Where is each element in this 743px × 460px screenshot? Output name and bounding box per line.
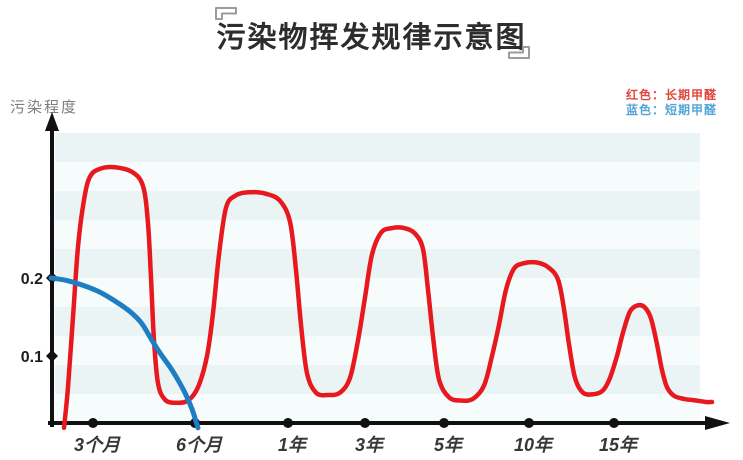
x-tick-dot — [360, 418, 370, 428]
x-tick-label: 6个月 — [176, 435, 223, 455]
quote-corner-top-icon — [215, 7, 237, 20]
page-title: 污染物挥发规律示意图 — [216, 22, 527, 54]
x-tick-dot — [88, 418, 98, 428]
x-tick-label: 10年 — [514, 435, 555, 455]
series-line-long-term-formaldehyde — [61, 164, 715, 431]
quote-corner-bottom-icon — [508, 46, 530, 59]
x-tick-label: 3个月 — [74, 435, 121, 455]
chart-header: 污染物挥发规律示意图 — [0, 0, 743, 70]
series-line-short-term-formaldehyde — [48, 275, 201, 431]
plot-stripe — [55, 133, 700, 162]
x-tick-dot — [283, 418, 293, 428]
legend: 红色：长期甲醛 蓝色：短期甲醛 — [626, 88, 717, 118]
legend-item: 红色：长期甲醛 — [625, 88, 717, 102]
plot-stripe — [55, 365, 700, 394]
x-tick-label: 1年 — [278, 435, 309, 455]
y-axis-title: 污染程度 — [10, 99, 79, 116]
x-axis-arrow-icon — [705, 416, 730, 430]
x-tick-dot — [609, 418, 619, 428]
legend-item: 蓝色：短期甲醛 — [625, 103, 717, 117]
plot-stripe — [55, 191, 700, 220]
x-tick-dot — [524, 418, 534, 428]
plot-stripe — [55, 249, 700, 278]
plot-stripe — [55, 394, 700, 423]
x-tick-dot — [439, 418, 449, 428]
plot-stripe — [55, 162, 700, 191]
y-axis-arrow-icon — [45, 112, 59, 131]
y-tick-label: 0.1 — [21, 349, 43, 366]
y-tick-label: 0.2 — [21, 271, 43, 288]
x-tick-label: 5年 — [434, 435, 465, 455]
plot-stripe — [55, 278, 700, 307]
y-tick-marker — [46, 350, 58, 362]
x-tick-label: 15年 — [599, 435, 640, 455]
plot-stripe — [55, 307, 700, 336]
x-tick-label: 3年 — [355, 435, 386, 455]
